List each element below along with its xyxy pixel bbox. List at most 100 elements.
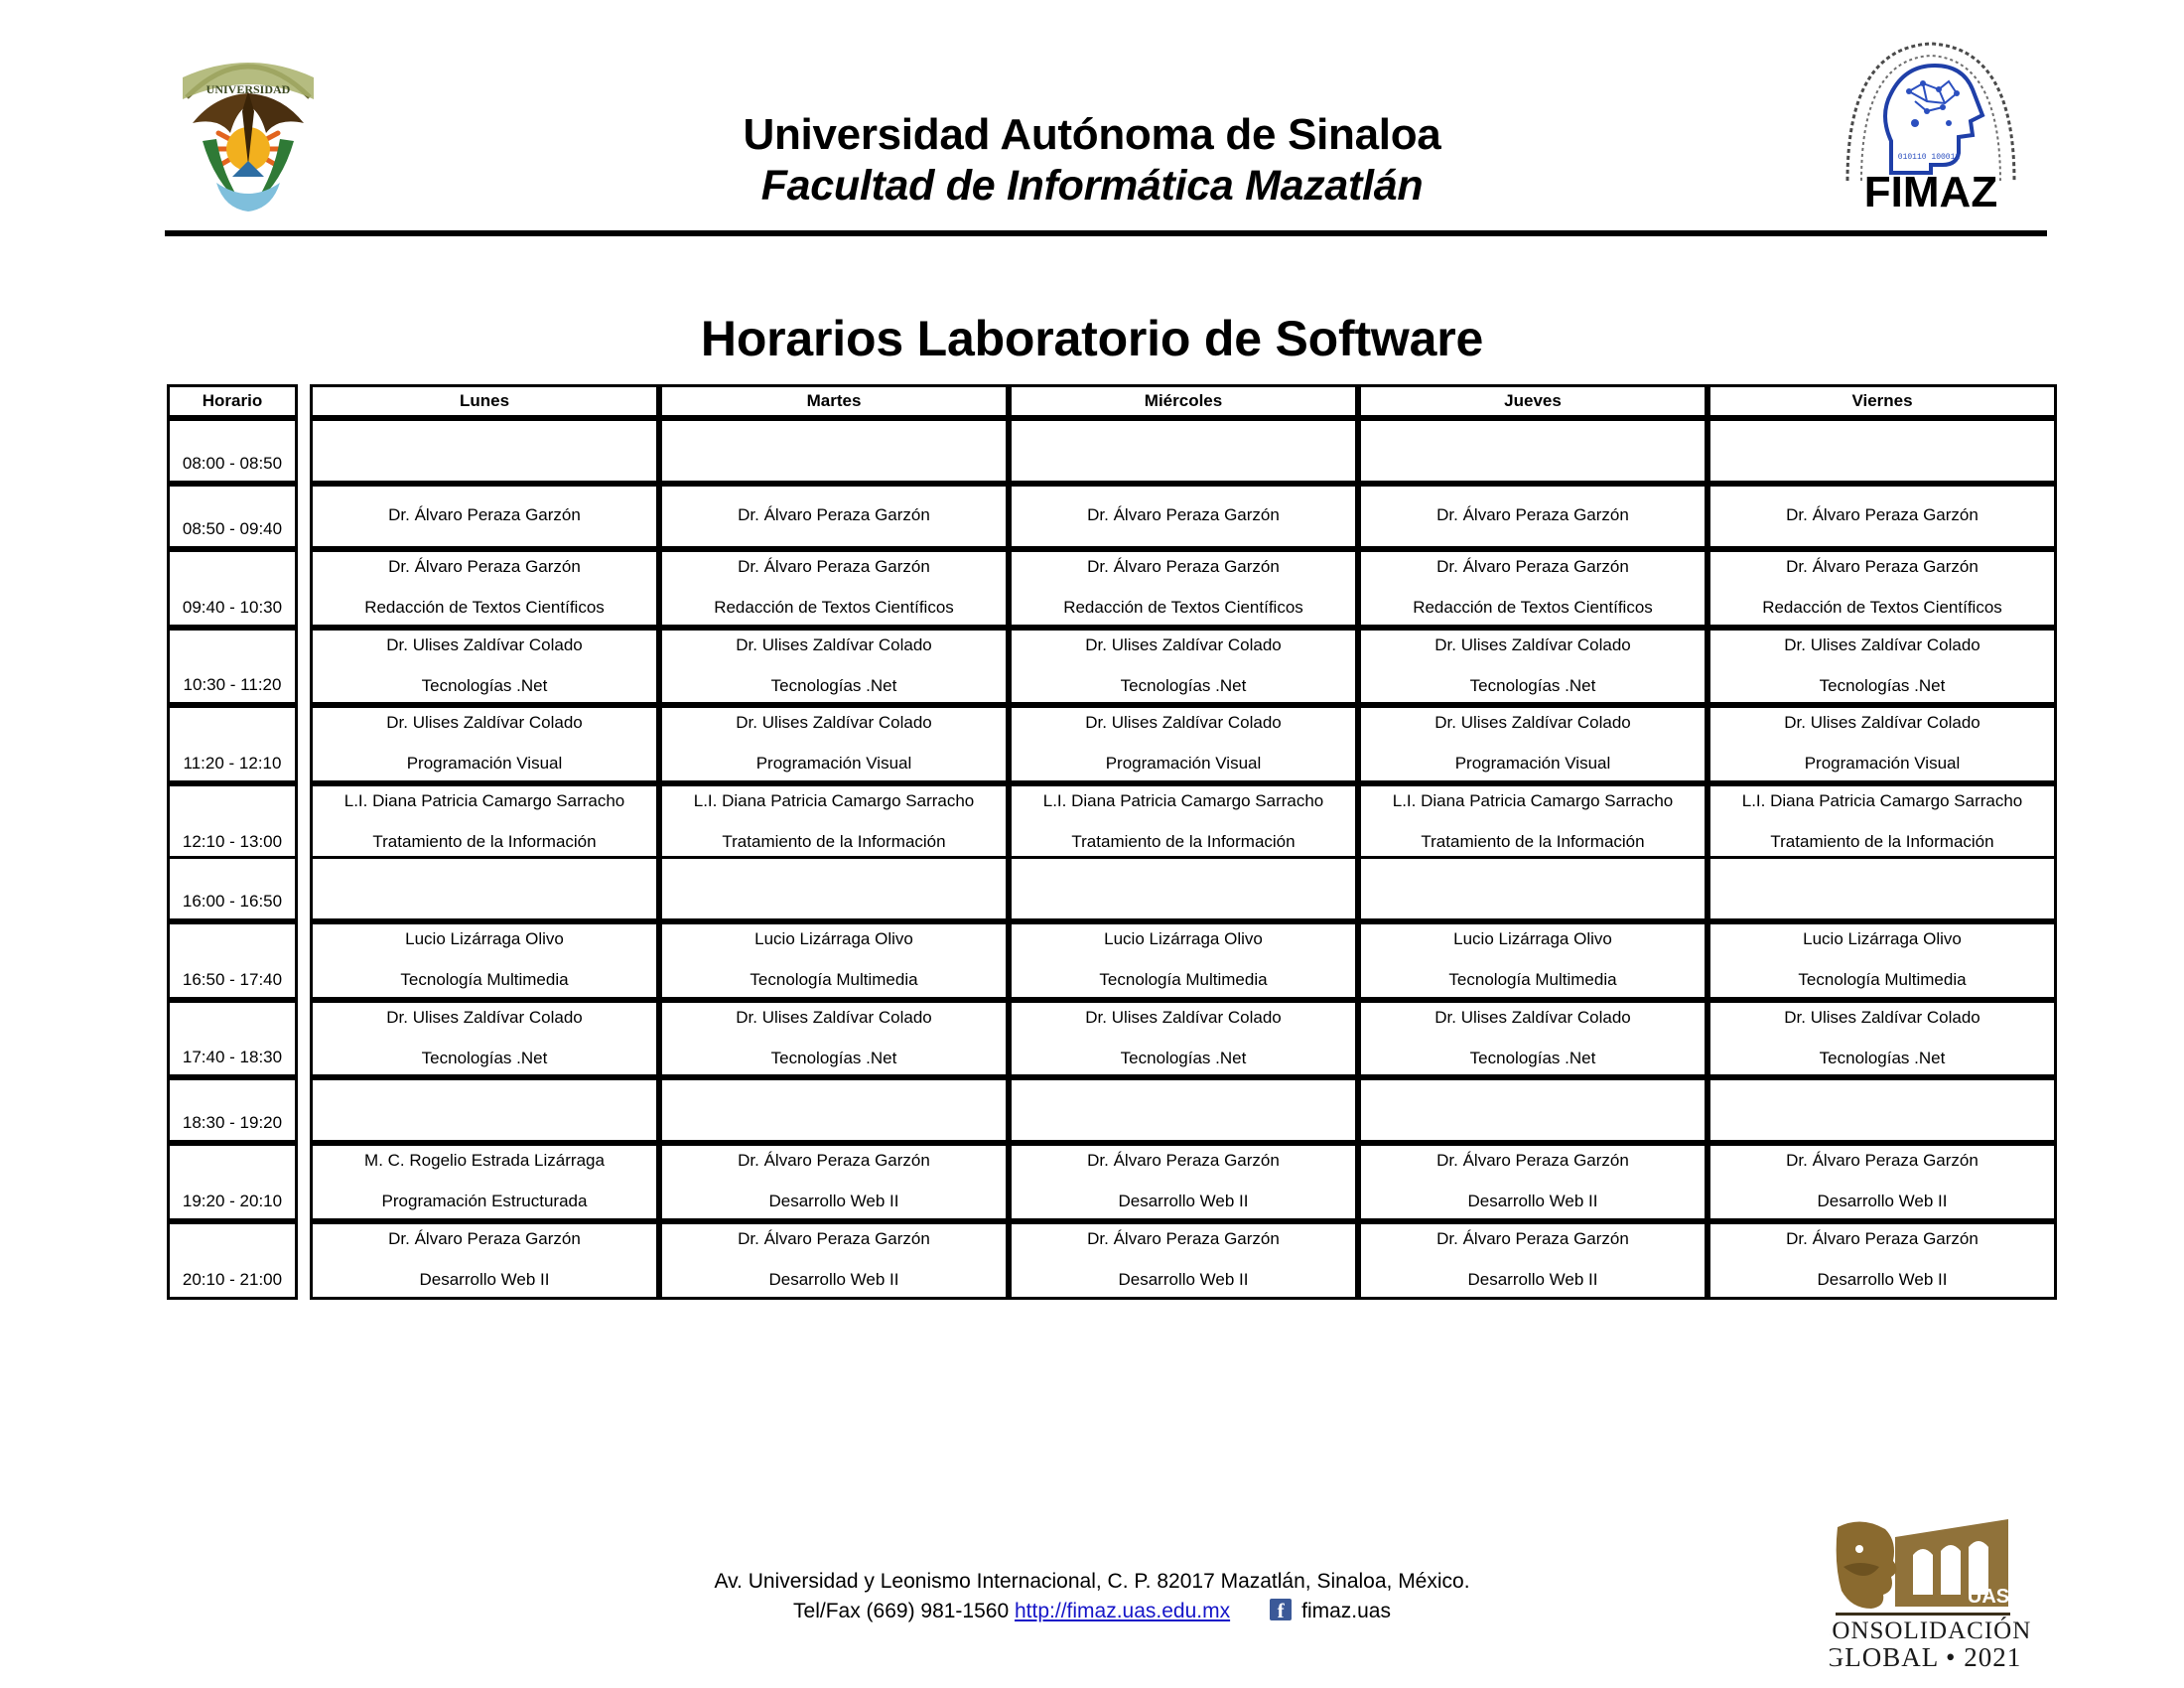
cell-teacher: L.I. Diana Patricia Camargo Sarracho xyxy=(1042,791,1324,811)
cell-teacher: Dr. Álvaro Peraza Garzón xyxy=(1786,1151,1979,1171)
faculty-name: Facultad de Informática Mazatlán xyxy=(760,161,1424,210)
footer-contact-line: Tel/Fax (669) 981-1560 http://fimaz.uas.… xyxy=(0,1596,2184,1626)
cell-subject: Tecnología Multimedia xyxy=(400,969,569,989)
cell-subject: Redacción de Textos Científicos xyxy=(1762,597,2002,617)
footer-address: Av. Universidad y Leonismo Internacional… xyxy=(714,1570,1470,1593)
table-row: 12:10 - 13:00 L.I. Diana Patricia Camargo… xyxy=(167,783,2057,862)
cell-teacher: Dr. Álvaro Peraza Garzón xyxy=(1436,1151,1629,1171)
column-gap xyxy=(298,921,310,1000)
table-row: 16:00 - 16:50 xyxy=(167,856,2057,921)
column-gap xyxy=(298,999,310,1078)
schedule-cell: Dr. Álvaro Peraza Garzón xyxy=(1009,484,1358,549)
footer: Av. Universidad y Leonismo Internacional… xyxy=(0,1567,2184,1627)
footer-website-link[interactable]: http://fimaz.uas.edu.mx xyxy=(1015,1600,1231,1623)
schedule-cell: Dr. Álvaro Peraza Garzón Desarrollo Web I… xyxy=(310,1221,659,1300)
header-divider xyxy=(165,230,2047,236)
table-row: 20:10 - 21:00 Dr. Álvaro Peraza Garzón Des… xyxy=(167,1221,2057,1300)
cell-teacher: Lucio Lizárraga Olivo xyxy=(1803,929,1962,948)
column-header-jueves: Jueves xyxy=(1358,384,1707,418)
svg-text:010110 100011: 010110 100011 xyxy=(1898,153,1961,162)
schedule-cell xyxy=(1009,1077,1358,1144)
cell-subject: Tecnología Multimedia xyxy=(1099,969,1268,989)
cell-teacher: Dr. Ulises Zaldívar Colado xyxy=(1434,713,1631,733)
schedule-cell: Dr. Álvaro Peraza Garzón Redacción de Tex… xyxy=(1009,549,1358,628)
time-slot-label: 19:20 - 20:10 xyxy=(167,1143,298,1222)
cell-subject: Desarrollo Web II xyxy=(768,1192,899,1211)
schedule-cell: Dr. Álvaro Peraza Garzón Desarrollo Web I… xyxy=(1009,1221,1358,1300)
column-header-viernes: Viernes xyxy=(1707,384,2057,418)
cell-teacher: Dr. Ulises Zaldívar Colado xyxy=(386,713,583,733)
time-slot-label: 08:00 - 08:50 xyxy=(167,418,298,484)
table-row: 10:30 - 11:20 Dr. Ulises Zaldívar Colado T… xyxy=(167,627,2057,706)
cell-teacher: Dr. Álvaro Peraza Garzón xyxy=(1786,557,1979,576)
schedule-cell xyxy=(310,1077,659,1144)
cell-teacher: Dr. Álvaro Peraza Garzón xyxy=(1436,505,1629,525)
cell-teacher: Dr. Ulises Zaldívar Colado xyxy=(1085,1007,1282,1027)
schedule-cell: Lucio Lizárraga Olivo Tecnología Multimed… xyxy=(310,921,659,1000)
cell-teacher: Dr. Álvaro Peraza Garzón xyxy=(388,505,581,525)
cell-teacher: Dr. Ulises Zaldívar Colado xyxy=(736,1007,932,1027)
cell-subject: Tecnologías .Net xyxy=(1469,675,1596,695)
cell-teacher: Dr. Álvaro Peraza Garzón xyxy=(1436,1229,1629,1249)
cell-subject: Tecnologías .Net xyxy=(1120,1048,1247,1067)
column-gap xyxy=(298,384,310,418)
cell-subject: Programación Visual xyxy=(755,754,912,774)
schedule-cell: Lucio Lizárraga Olivo Tecnología Multimed… xyxy=(1358,921,1707,1000)
time-slot-label: 18:30 - 19:20 xyxy=(167,1077,298,1144)
schedule-cell: L.I. Diana Patricia Camargo Sarracho Trat… xyxy=(1707,783,2057,862)
table-row: 08:00 - 08:50 xyxy=(167,418,2057,484)
schedule-cell xyxy=(1707,856,2057,921)
evening-rows: 16:00 - 16:50 16:50 - 17:40 Lucio Lizárrag… xyxy=(167,856,2057,1300)
time-slot-label: 08:50 - 09:40 xyxy=(167,484,298,549)
cell-subject: Desarrollo Web II xyxy=(1817,1192,1948,1211)
schedule-cell: Dr. Álvaro Peraza Garzón Redacción de Tex… xyxy=(659,549,1009,628)
page-title: Horarios Laboratorio de Software xyxy=(700,311,1484,366)
cell-teacher: Dr. Álvaro Peraza Garzón xyxy=(1786,505,1979,525)
schedule-cell: Dr. Álvaro Peraza Garzón Desarrollo Web I… xyxy=(659,1221,1009,1300)
cell-teacher: Dr. Álvaro Peraza Garzón xyxy=(1087,1229,1280,1249)
cell-subject: Tratamiento de la Información xyxy=(372,831,597,851)
table-row: 17:40 - 18:30 Dr. Ulises Zaldívar Colado T… xyxy=(167,999,2057,1078)
cell-teacher: L.I. Diana Patricia Camargo Sarracho xyxy=(1741,791,2023,811)
cell-teacher: Dr. Ulises Zaldívar Colado xyxy=(736,713,932,733)
time-slot-label: 17:40 - 18:30 xyxy=(167,999,298,1078)
cell-teacher: Dr. Ulises Zaldívar Colado xyxy=(1434,634,1631,654)
cell-teacher: L.I. Diana Patricia Camargo Sarracho xyxy=(693,791,975,811)
schedule-cell: Dr. Álvaro Peraza Garzón xyxy=(310,484,659,549)
column-gap xyxy=(298,418,310,484)
column-gap xyxy=(298,1221,310,1300)
cell-subject: Programación Visual xyxy=(1804,754,1961,774)
cell-subject: Redacción de Textos Científicos xyxy=(364,597,605,617)
uas-eagle-shield-logo: UNIVERSIDAD xyxy=(169,38,328,211)
cell-subject: Tecnología Multimedia xyxy=(1448,969,1617,989)
schedule-cell: Dr. Álvaro Peraza Garzón xyxy=(1358,484,1707,549)
schedule-cell: Dr. Álvaro Peraza Garzón Desarrollo Web I… xyxy=(659,1143,1009,1222)
cell-subject: Tratamiento de la Información xyxy=(1071,831,1296,851)
cell-teacher: Dr. Álvaro Peraza Garzón xyxy=(1087,505,1280,525)
schedule-cell xyxy=(1358,418,1707,484)
table-row: 16:50 - 17:40 Lucio Lizárraga Olivo Tecnol… xyxy=(167,921,2057,1000)
facebook-icon[interactable] xyxy=(1270,1596,1293,1626)
cell-teacher: Dr. Ulises Zaldívar Colado xyxy=(1085,713,1282,733)
schedule-cell: Dr. Ulises Zaldívar Colado Tecnologías .N… xyxy=(1707,999,2057,1078)
table-header-row: Horario Lunes Martes Miércoles Jueves Vi… xyxy=(167,384,2057,418)
schedule-cell: Dr. Ulises Zaldívar Colado Programación V… xyxy=(310,705,659,784)
morning-rows: 08:00 - 08:50 08:50 - 09:40 Dr. Álvaro Per… xyxy=(167,418,2057,862)
cell-subject: Redacción de Textos Científicos xyxy=(1413,597,1653,617)
cell-teacher: Dr. Álvaro Peraza Garzón xyxy=(1087,557,1280,576)
cell-teacher: Dr. Álvaro Peraza Garzón xyxy=(1087,1151,1280,1171)
cell-subject: Desarrollo Web II xyxy=(1467,1269,1598,1289)
cell-subject: Tecnologías .Net xyxy=(1819,1048,1946,1067)
fimaz-wordmark: FIMAZ xyxy=(1864,168,1997,211)
cell-teacher: Dr. Álvaro Peraza Garzón xyxy=(1786,1229,1979,1249)
schedule-cell: Dr. Álvaro Peraza Garzón Redacción de Tex… xyxy=(1358,549,1707,628)
cell-teacher: Dr. Álvaro Peraza Garzón xyxy=(738,557,930,576)
cell-teacher: Dr. Ulises Zaldívar Colado xyxy=(1434,1007,1631,1027)
schedule-cell: Dr. Ulises Zaldívar Colado Tecnologías .N… xyxy=(1358,627,1707,706)
cell-subject: Desarrollo Web II xyxy=(1817,1269,1948,1289)
cell-teacher: Dr. Ulises Zaldívar Colado xyxy=(1784,634,1980,654)
schedule-cell: Lucio Lizárraga Olivo Tecnología Multimed… xyxy=(1707,921,2057,1000)
schedule-cell xyxy=(659,1077,1009,1144)
time-slot-label: 11:20 - 12:10 xyxy=(167,705,298,784)
column-gap xyxy=(298,783,310,862)
